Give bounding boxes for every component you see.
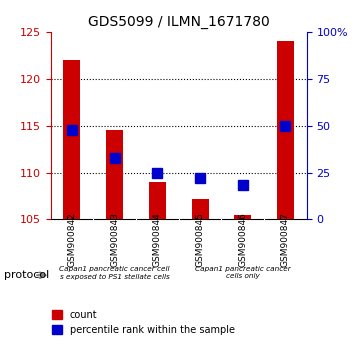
Text: Capan1 pancreatic cancer
cells only: Capan1 pancreatic cancer cells only [195, 266, 291, 280]
Bar [64, 60, 81, 219]
Bar [234, 215, 251, 219]
Text: GSM900846: GSM900846 [238, 212, 247, 267]
Bar [149, 182, 166, 219]
Bar [277, 41, 294, 219]
Bar [106, 130, 123, 219]
Text: GSM900844: GSM900844 [153, 212, 162, 267]
Text: GSM900845: GSM900845 [196, 212, 205, 267]
Title: GDS5099 / ILMN_1671780: GDS5099 / ILMN_1671780 [88, 16, 270, 29]
Legend: count, percentile rank within the sample: count, percentile rank within the sample [48, 306, 239, 338]
Text: GSM900847: GSM900847 [281, 212, 290, 267]
Bar [191, 199, 209, 219]
Text: Capan1 pancreatic cancer cell
s exposed to PS1 stellate cells: Capan1 pancreatic cancer cell s exposed … [59, 266, 170, 280]
Text: GSM900843: GSM900843 [110, 212, 119, 267]
Text: GSM900842: GSM900842 [68, 212, 77, 267]
Text: protocol: protocol [4, 270, 49, 280]
